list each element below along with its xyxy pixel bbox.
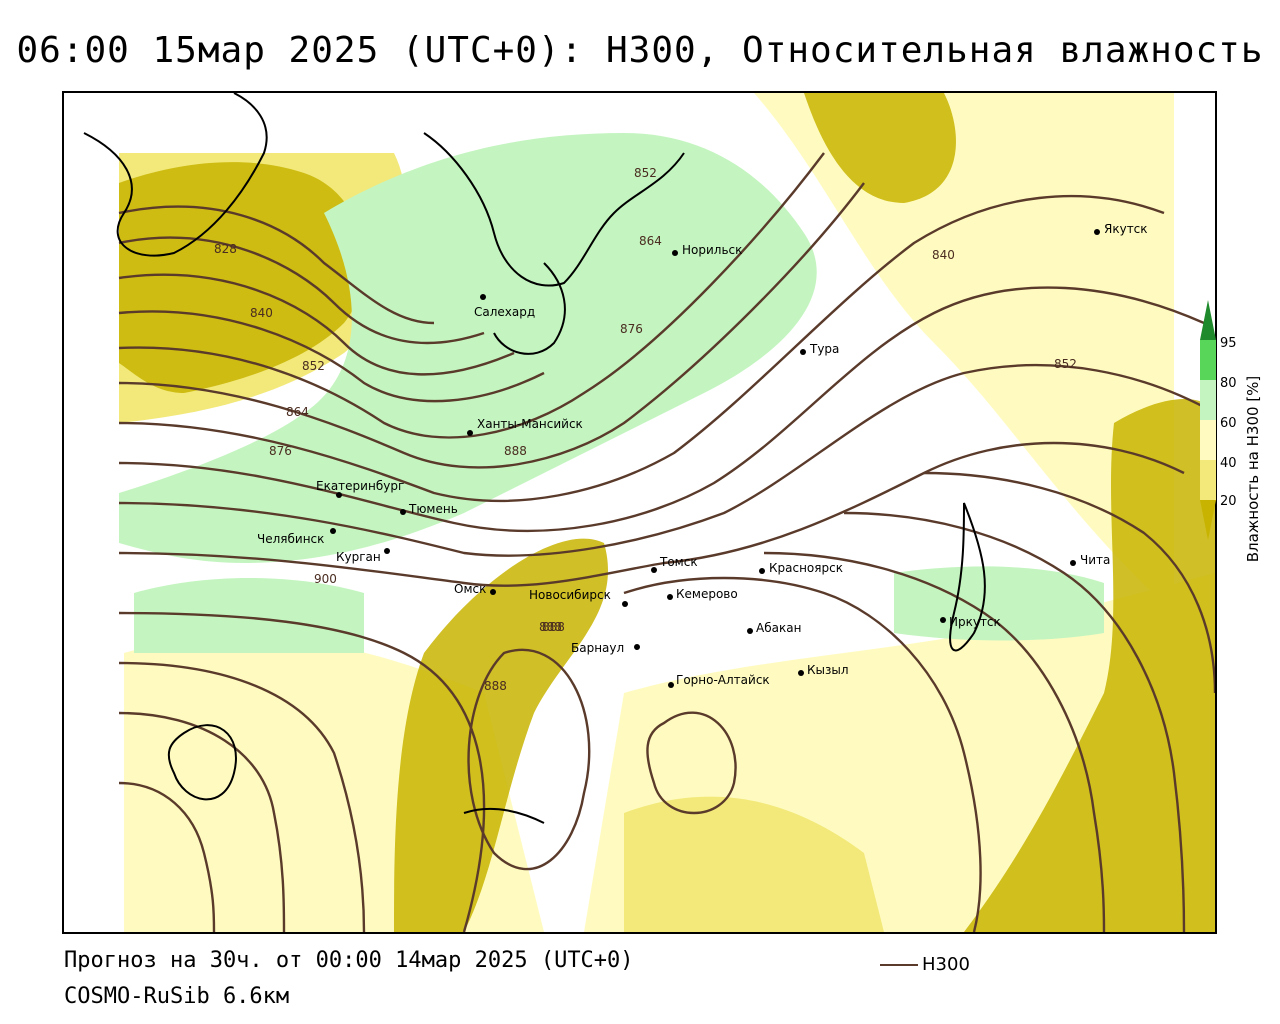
contour-label: 840 [250,306,273,320]
contour-labels: 828 840 852 864 876 888 852 864 876 888 … [214,166,1077,693]
contour-label: 888 [504,444,527,458]
h300-contours [118,152,1215,932]
weather-map: 828 840 852 864 876 888 852 864 876 888 … [62,91,1217,934]
city-label: Салехард [474,305,535,319]
map-title: 06:00 15мар 2025 (UTC+0): H300, Относите… [16,30,1264,71]
humidity-zone-moist-east [894,566,1104,641]
contour-line [118,236,485,345]
contour-label: 876 [620,322,643,336]
legend-line-swatch [880,963,918,966]
city-label: Иркутск [949,615,1001,629]
contour-line [118,205,435,325]
city-label: Горно-Алтайск [676,673,770,687]
colorbar-tick: 95 [1220,336,1237,351]
city-label: Чита [1080,553,1110,567]
legend-label: H300 [922,954,970,975]
colorbar-segment [1200,420,1216,460]
contour-legend: H300 [880,954,970,975]
humidity-zone-yellow-south [624,796,884,932]
city-label: Барнаул [571,641,624,655]
contour-label: 852 [1054,357,1077,371]
colorbar-segment [1200,460,1216,500]
contour-line [118,182,865,469]
city-label: Томск [659,555,698,569]
contour-label: 840 [932,248,955,262]
map-canvas: 828 840 852 864 876 888 852 864 876 888 … [64,93,1215,932]
city-label: Челябинск [257,532,324,546]
colorbar-segment [1200,380,1216,420]
city-label: Красноярск [769,561,843,575]
contour-label: 864 [286,405,309,419]
colorbar-segment [1200,340,1216,380]
contour-line [118,781,216,932]
contour-line [763,551,1106,932]
lake-baikal [949,502,986,652]
colorbar-tick: 80 [1220,376,1237,391]
colorbar-title: Влажность на H300 [%] [1244,375,1262,563]
colorbar-cap-bottom [1200,500,1216,540]
contour-label: 864 [639,234,662,248]
contour-label: 852 [634,166,657,180]
city-label: Кемерово [676,587,738,601]
coastlines [83,93,986,824]
forecast-info: Прогноз на 30ч. от 00:00 14мар 2025 (UTC… [64,948,634,973]
contour-line [118,273,515,376]
coastline-yamal [493,262,566,355]
contour-line [923,471,1215,694]
contour-line [118,711,286,932]
contour-label: 828 [214,242,237,256]
contour-line [623,576,982,932]
city-label: Кызыл [807,663,849,677]
city-label: Курган [336,550,381,564]
city-label: Ханты-Мансийск [477,417,583,431]
contour-label: 888 [542,620,565,634]
contour-line [118,152,825,439]
humidity-zone-dry-central [394,538,608,932]
humidity-zone-dry-east [964,399,1215,932]
city-label: Омск [454,582,486,596]
contour-label: 888 [539,620,562,634]
city-label: Абакан [756,621,801,635]
humidity-zone-dry-north [804,93,956,203]
contour-line [118,310,545,403]
city-label: Якутск [1104,222,1148,236]
contour-label: 852 [302,359,325,373]
contour-line [118,286,1205,532]
colorbar-tick: 60 [1220,416,1237,431]
contour-line [118,611,486,932]
colorbar-tick: 40 [1220,456,1237,471]
colorbar-cap-top [1200,300,1216,340]
contour-line [118,441,1185,587]
humidity-zone-yellow-light-ne [754,93,1174,613]
lake-balkhash [463,807,545,824]
city-label: Тура [809,342,839,356]
contour-label: 900 [314,572,337,586]
humidity-zone-moist-north [119,133,817,563]
model-name: COSMO-RuSib 6.6км [64,984,290,1009]
coastline-caspian [167,724,237,801]
contour-line [118,364,1215,557]
city-label: Екатеринбург [316,479,404,493]
city-label: Новосибирск [529,588,611,602]
contour-label: 876 [269,444,292,458]
contour-line [118,194,1165,503]
humidity-colorbar [1200,300,1216,540]
contour-label: 888 [484,679,507,693]
city-label: Норильск [682,243,742,257]
humidity-zone-moist-west [134,578,364,653]
colorbar-tick: 20 [1220,494,1237,509]
contour-line [467,648,591,871]
humidity-zone-dry-nw [119,162,365,393]
city-label: Тюмень [408,502,458,516]
coastline-kola [83,93,268,257]
contour-line [843,511,1186,932]
cities: Якутск Норильск Салехард Тура Ханты-Манс… [257,222,1148,688]
contour-line [118,661,366,932]
contour-line [646,711,737,815]
